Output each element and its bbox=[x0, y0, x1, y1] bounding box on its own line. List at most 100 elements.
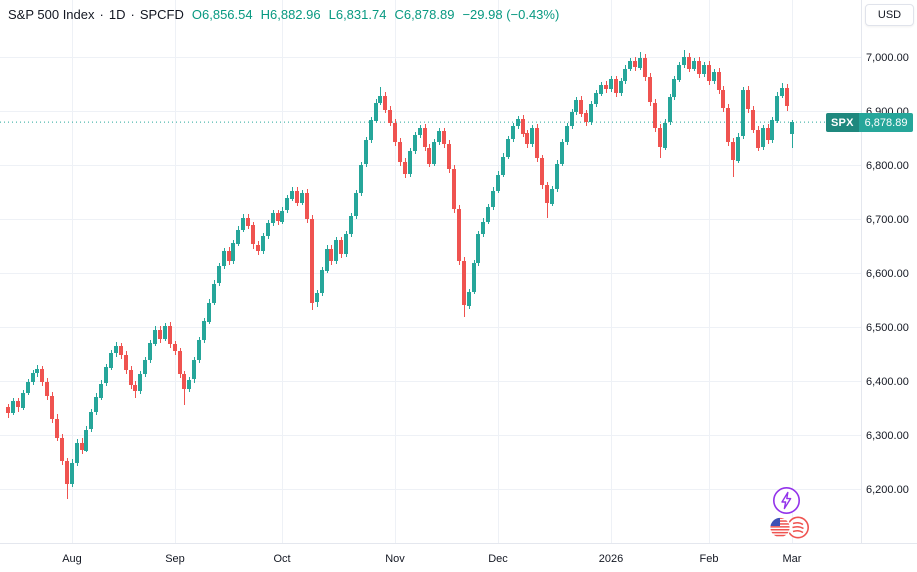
price-axis[interactable] bbox=[862, 0, 917, 543]
candle bbox=[31, 370, 35, 385]
candle bbox=[329, 245, 333, 265]
price-badge-symbol: SPX bbox=[826, 113, 859, 132]
candle bbox=[648, 73, 652, 106]
symbol-name: S&P 500 Index bbox=[8, 7, 95, 22]
candle bbox=[570, 109, 574, 129]
svg-text:Nov: Nov bbox=[385, 553, 405, 565]
candle bbox=[16, 398, 20, 412]
candle bbox=[290, 187, 294, 201]
candle bbox=[369, 117, 373, 143]
candle bbox=[731, 138, 735, 177]
candle bbox=[555, 160, 559, 192]
candle bbox=[60, 434, 64, 465]
separator-dot: · bbox=[130, 7, 135, 22]
candle bbox=[682, 50, 686, 68]
candle bbox=[511, 123, 515, 142]
candle bbox=[192, 357, 196, 383]
svg-text:6,600.00: 6,600.00 bbox=[866, 268, 909, 280]
candle bbox=[26, 379, 30, 395]
candle bbox=[413, 132, 417, 154]
candle bbox=[251, 222, 255, 249]
candle bbox=[609, 76, 613, 92]
candle bbox=[271, 210, 275, 226]
svg-text:6,800.00: 6,800.00 bbox=[866, 160, 909, 172]
candle bbox=[486, 204, 490, 224]
ohlc-low: L6,831.74 bbox=[328, 7, 387, 22]
candle bbox=[207, 299, 211, 324]
candle bbox=[736, 133, 740, 163]
candle bbox=[751, 106, 755, 133]
svg-text:6,400.00: 6,400.00 bbox=[866, 376, 909, 388]
candle bbox=[770, 117, 774, 143]
candle bbox=[305, 189, 309, 223]
candle bbox=[21, 390, 25, 410]
svg-text:Dec: Dec bbox=[488, 553, 508, 565]
candle bbox=[35, 365, 39, 377]
candle bbox=[741, 87, 745, 139]
candle bbox=[761, 125, 765, 150]
candle bbox=[785, 84, 789, 111]
candle bbox=[594, 90, 598, 107]
candle bbox=[506, 136, 510, 159]
time-axis[interactable] bbox=[0, 543, 917, 572]
candle bbox=[638, 52, 642, 70]
candle bbox=[476, 231, 480, 266]
time-axis-labels: Aug Sep Oct Nov Dec 2026 Feb Mar bbox=[62, 553, 802, 565]
symbol-title[interactable]: S&P 500 Index · 1D · SPCFD bbox=[8, 7, 184, 22]
candle bbox=[712, 69, 716, 84]
candle bbox=[408, 148, 412, 177]
candle bbox=[70, 459, 74, 487]
broker-flags-button[interactable] bbox=[767, 514, 813, 541]
candle bbox=[746, 86, 750, 113]
candle bbox=[6, 404, 10, 418]
candle bbox=[129, 366, 133, 389]
candle bbox=[300, 190, 304, 205]
candle bbox=[320, 267, 324, 296]
candle bbox=[84, 426, 88, 452]
candle bbox=[525, 130, 529, 148]
candle bbox=[717, 68, 721, 94]
svg-text:Feb: Feb bbox=[700, 553, 719, 565]
candle bbox=[114, 342, 118, 357]
candle bbox=[692, 58, 696, 71]
candle bbox=[721, 86, 725, 112]
candle bbox=[261, 233, 265, 254]
candle bbox=[496, 171, 500, 193]
candle bbox=[364, 137, 368, 167]
candle bbox=[462, 257, 466, 317]
candle bbox=[565, 123, 569, 145]
candle bbox=[143, 357, 147, 377]
candle bbox=[285, 195, 289, 213]
candle bbox=[423, 124, 427, 151]
svg-text:6,500.00: 6,500.00 bbox=[866, 322, 909, 334]
svg-text:6,200.00: 6,200.00 bbox=[866, 484, 909, 496]
candle bbox=[315, 290, 319, 307]
candle bbox=[344, 231, 348, 257]
candle bbox=[227, 247, 231, 265]
candle bbox=[388, 106, 392, 126]
candle bbox=[780, 83, 784, 98]
change-value: −29.98 (−0.43%) bbox=[462, 7, 560, 22]
candle bbox=[334, 237, 338, 264]
red-flag-icon bbox=[786, 516, 809, 539]
candle bbox=[325, 245, 329, 273]
candle bbox=[623, 65, 627, 84]
svg-text:6,700.00: 6,700.00 bbox=[866, 214, 909, 226]
candle bbox=[472, 260, 476, 294]
candle bbox=[535, 124, 539, 162]
candle bbox=[599, 82, 603, 96]
candle bbox=[589, 101, 593, 125]
candle bbox=[212, 280, 216, 305]
ohlc-close: C6,878.89 bbox=[394, 7, 455, 22]
candle bbox=[197, 337, 201, 363]
svg-text:7,000.00: 7,000.00 bbox=[866, 52, 909, 64]
candle bbox=[359, 162, 363, 196]
candle bbox=[374, 99, 378, 123]
candles-layer bbox=[6, 50, 794, 499]
instant-order-button[interactable] bbox=[772, 486, 801, 515]
candle bbox=[104, 364, 108, 386]
price-scale-currency-button[interactable]: USD bbox=[865, 4, 914, 26]
candle bbox=[173, 341, 177, 355]
svg-text:Sep: Sep bbox=[165, 553, 185, 565]
